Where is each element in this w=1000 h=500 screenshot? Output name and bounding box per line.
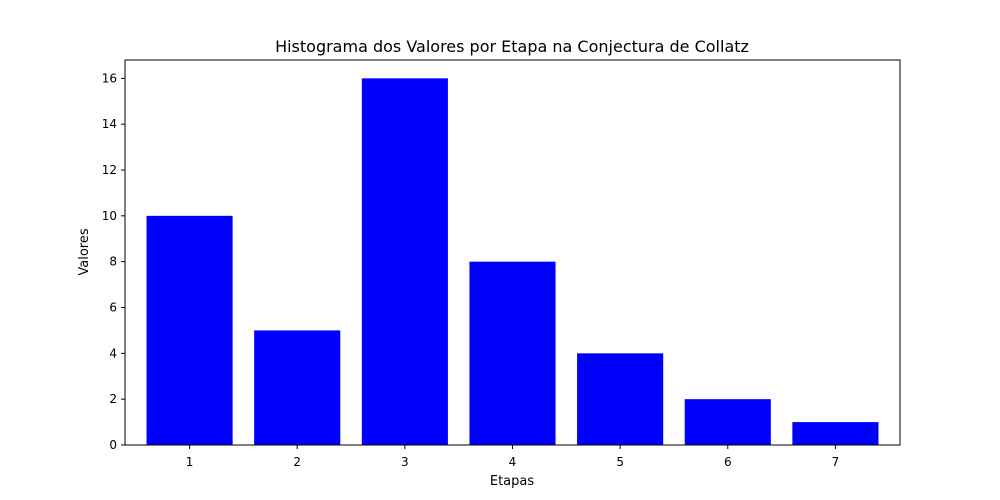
x-axis-label: Etapas bbox=[490, 474, 534, 489]
chart-title: Histograma dos Valores por Etapa na Conj… bbox=[275, 37, 749, 56]
bar-6 bbox=[684, 399, 771, 445]
y-tick-label: 4 bbox=[109, 346, 117, 360]
x-axis-ticks: 1 2 3 4 5 6 7 bbox=[186, 445, 839, 469]
x-tick-label: 3 bbox=[401, 455, 409, 469]
x-tick-label: 6 bbox=[724, 455, 732, 469]
bar-1 bbox=[146, 215, 233, 445]
bar-2 bbox=[254, 330, 341, 445]
bar-3 bbox=[361, 78, 448, 445]
bar-5 bbox=[577, 353, 664, 445]
y-tick-label: 6 bbox=[109, 301, 117, 315]
y-tick-label: 8 bbox=[109, 255, 117, 269]
bars-group bbox=[146, 78, 879, 445]
y-axis-label: Valores bbox=[77, 228, 92, 275]
y-tick-label: 0 bbox=[109, 438, 117, 452]
x-tick-label: 2 bbox=[293, 455, 301, 469]
x-tick-label: 4 bbox=[509, 455, 517, 469]
x-tick-label: 5 bbox=[616, 455, 624, 469]
y-axis-ticks: 0 2 4 6 8 10 12 14 16 bbox=[102, 71, 125, 452]
x-tick-label: 7 bbox=[832, 455, 840, 469]
y-tick-label: 14 bbox=[102, 117, 117, 131]
y-tick-label: 12 bbox=[102, 163, 117, 177]
y-tick-label: 2 bbox=[109, 392, 117, 406]
bar-4 bbox=[469, 261, 556, 445]
x-tick-label: 1 bbox=[186, 455, 194, 469]
bar-7 bbox=[792, 422, 879, 445]
y-tick-label: 16 bbox=[102, 71, 117, 85]
y-tick-label: 10 bbox=[102, 209, 117, 223]
